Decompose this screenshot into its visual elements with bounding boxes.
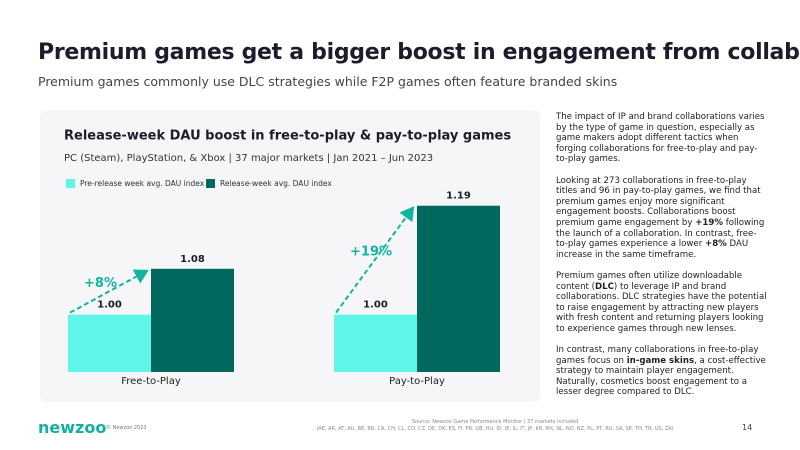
growth-arrow [335,206,415,314]
bar [334,314,417,372]
slide-title: Premium games get a bigger boost in enga… [38,40,800,65]
text: Looking at 273 collaborations in free-to… [556,175,761,228]
bar [417,205,500,372]
legend-label: Pre-release week avg. DAU index [80,179,205,188]
bold-text: in-game skins [626,355,695,366]
growth-annotation: +19% [350,245,392,260]
text: following the launch of a collaboration.… [556,217,765,250]
text: , a cost-effective strategy to maintain … [556,355,766,398]
logo: newzoo [38,418,107,437]
x-tick-label: Pay-to-Play [389,376,445,387]
chart: Release-week DAU boost in free-to-play &… [64,128,512,387]
bold-text: DLC [595,281,614,292]
paragraph: Premium games often utilize downloadable… [556,271,768,335]
text: In contrast, many collaborations in free… [556,345,759,366]
body-text: The impact of IP and brand collaboration… [556,112,768,409]
source-line: (AE, AR, AT, AU, BE, BR, CA, CH, CL, CO,… [316,426,674,432]
source-line: Source: Newzoo Game Performance Monitor … [411,419,579,425]
paragraph: Looking at 273 collaborations in free-to… [556,176,768,261]
bar [68,314,151,372]
copyright: © Newzoo 2023 [106,425,147,431]
legend-swatch [206,179,215,188]
x-tick-label: Free-to-Play [121,376,181,387]
chart-title: Release-week DAU boost in free-to-play &… [64,129,511,144]
text: The impact of IP and brand collaboration… [556,112,765,165]
paragraph: In contrast, many collaborations in free… [556,345,768,398]
text: DAU increase in the same timeframe. [556,239,749,260]
source: Source: Newzoo Game Performance Monitor … [240,419,750,433]
growth-annotation: +8% [84,276,117,291]
bar [151,268,234,372]
legend-label: Release-week avg. DAU index [220,179,332,188]
value-label: 1.00 [97,300,122,311]
chart-subtitle: PC (Steam), PlayStation, & Xbox | 37 maj… [64,153,433,164]
text: Premium games often utilize downloadable… [556,270,742,292]
text: ) to leverage IP and brand collaboration… [556,281,767,334]
paragraph: The impact of IP and brand collaboration… [556,112,768,165]
value-label: 1.08 [180,254,205,265]
bold-text: +19% [695,217,723,228]
page-number: 14 [742,423,753,432]
bold-text: +8% [705,239,727,250]
slide-subtitle: Premium games commonly use DLC strategie… [38,74,618,89]
value-label: 1.19 [446,191,471,202]
legend-swatch [66,179,75,188]
growth-arrow [69,269,149,314]
value-label: 1.00 [363,300,388,311]
